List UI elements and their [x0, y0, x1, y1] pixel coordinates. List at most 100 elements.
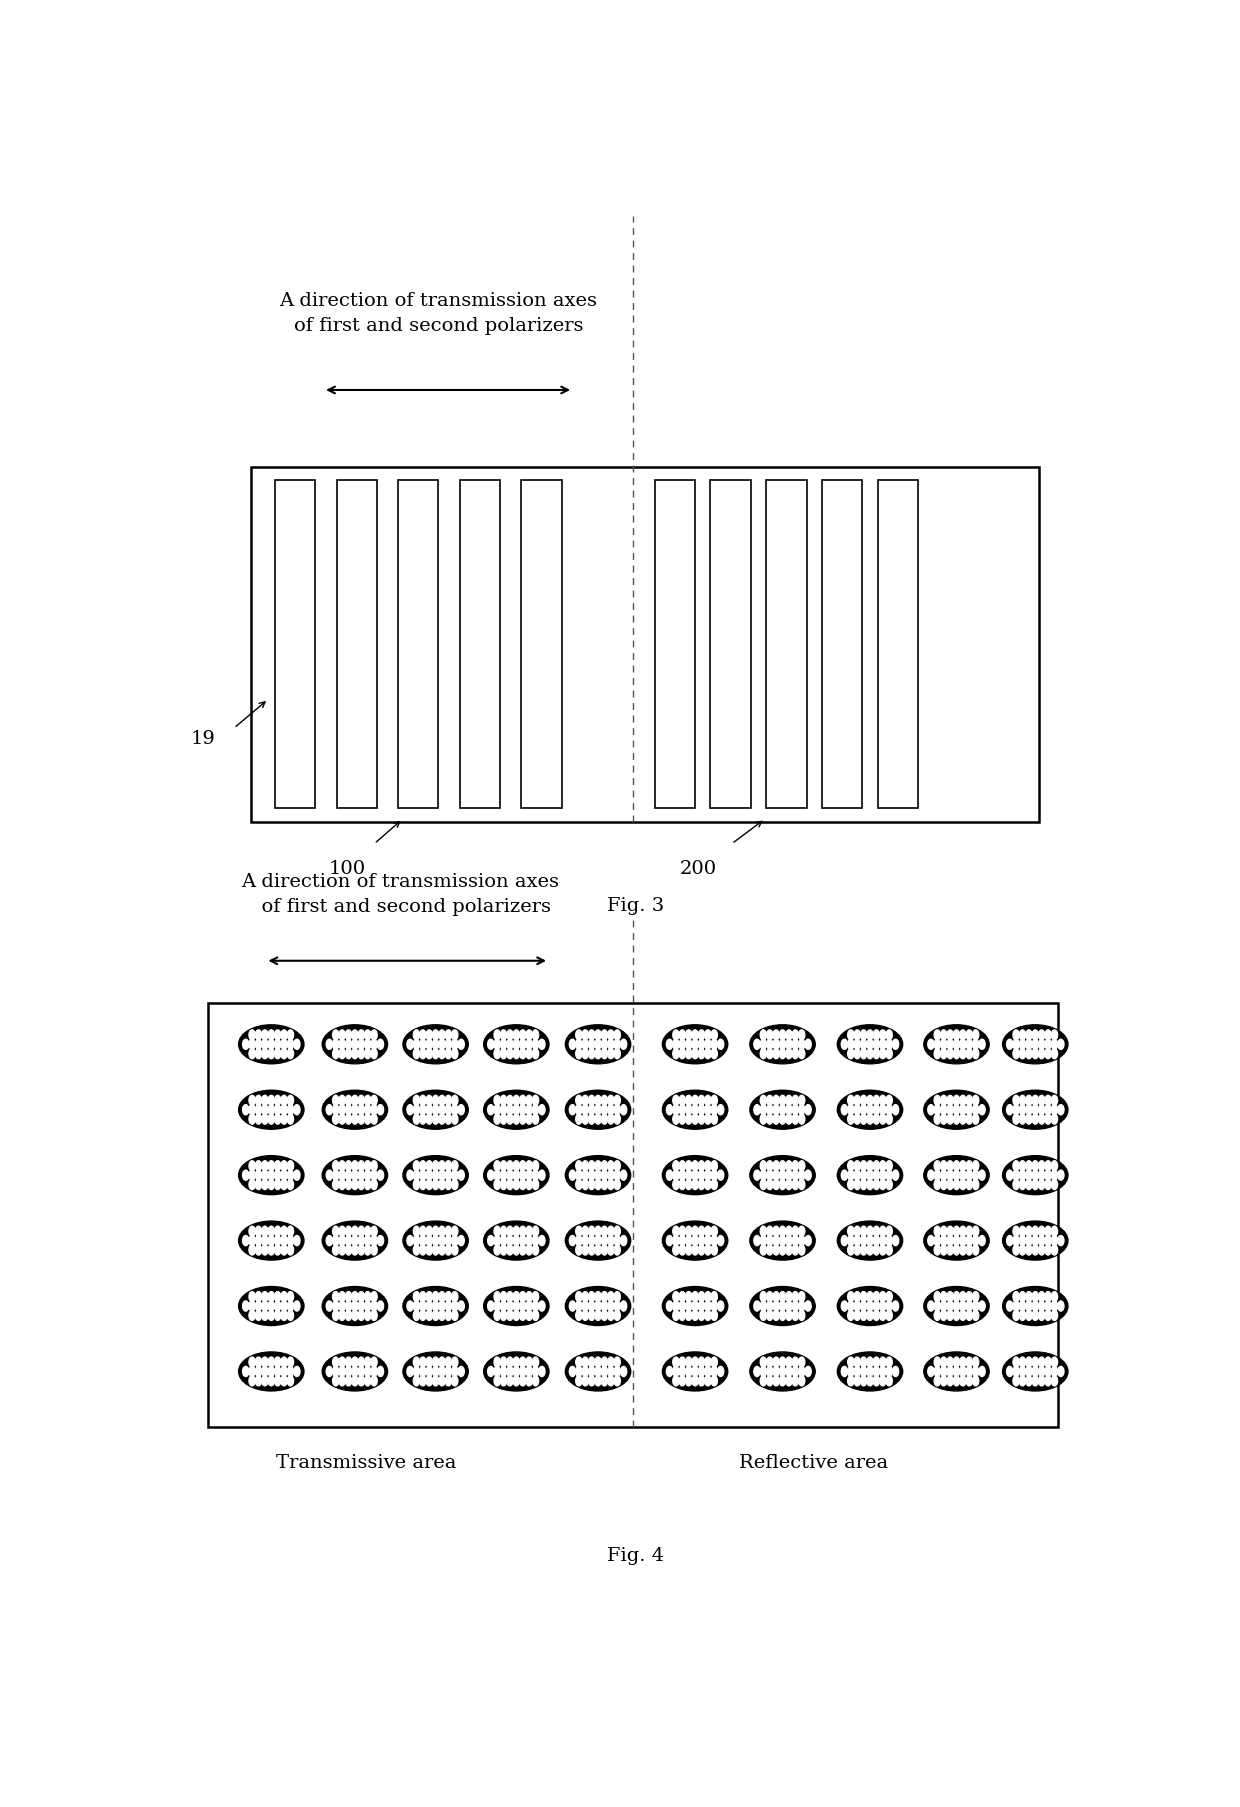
Ellipse shape [1019, 1095, 1025, 1106]
Ellipse shape [1052, 1292, 1058, 1303]
Ellipse shape [332, 1236, 339, 1247]
Ellipse shape [879, 1171, 885, 1180]
Ellipse shape [614, 1245, 620, 1256]
Ellipse shape [371, 1245, 377, 1256]
Ellipse shape [326, 1301, 332, 1312]
Ellipse shape [1058, 1171, 1064, 1180]
Ellipse shape [268, 1030, 274, 1041]
Ellipse shape [614, 1039, 620, 1050]
Ellipse shape [439, 1366, 445, 1377]
Ellipse shape [960, 1171, 966, 1180]
Ellipse shape [371, 1095, 377, 1106]
Ellipse shape [451, 1227, 458, 1236]
Ellipse shape [365, 1310, 371, 1321]
Ellipse shape [439, 1171, 445, 1180]
Ellipse shape [507, 1375, 513, 1386]
Ellipse shape [1025, 1162, 1032, 1171]
Ellipse shape [1013, 1245, 1019, 1256]
Ellipse shape [339, 1236, 345, 1247]
Ellipse shape [451, 1366, 458, 1377]
Ellipse shape [960, 1050, 966, 1059]
Ellipse shape [867, 1245, 873, 1256]
Ellipse shape [614, 1375, 620, 1386]
Text: Fig. 4: Fig. 4 [606, 1547, 665, 1565]
Ellipse shape [766, 1310, 773, 1321]
Ellipse shape [332, 1050, 339, 1059]
Ellipse shape [799, 1357, 805, 1368]
Ellipse shape [507, 1357, 513, 1368]
Ellipse shape [262, 1301, 268, 1312]
Ellipse shape [249, 1180, 255, 1191]
Ellipse shape [680, 1357, 686, 1368]
Ellipse shape [352, 1171, 358, 1180]
Ellipse shape [582, 1095, 588, 1106]
Ellipse shape [1058, 1236, 1064, 1247]
Ellipse shape [520, 1171, 526, 1180]
Ellipse shape [274, 1292, 280, 1303]
Ellipse shape [1025, 1357, 1032, 1368]
Ellipse shape [960, 1357, 966, 1368]
Ellipse shape [288, 1115, 294, 1124]
Ellipse shape [1039, 1039, 1045, 1050]
Ellipse shape [848, 1050, 854, 1059]
Ellipse shape [873, 1375, 879, 1386]
Ellipse shape [371, 1292, 377, 1303]
Ellipse shape [249, 1030, 255, 1041]
Ellipse shape [711, 1292, 718, 1303]
Ellipse shape [960, 1301, 966, 1312]
Ellipse shape [595, 1095, 601, 1106]
Ellipse shape [526, 1236, 532, 1247]
Ellipse shape [371, 1236, 377, 1247]
Ellipse shape [582, 1301, 588, 1312]
Ellipse shape [805, 1301, 811, 1312]
Ellipse shape [1013, 1292, 1019, 1303]
Ellipse shape [268, 1106, 274, 1115]
Ellipse shape [439, 1310, 445, 1321]
Ellipse shape [698, 1162, 704, 1171]
Ellipse shape [1003, 1091, 1068, 1129]
Ellipse shape [601, 1039, 608, 1050]
Ellipse shape [255, 1115, 262, 1124]
Ellipse shape [954, 1039, 960, 1050]
Ellipse shape [601, 1375, 608, 1386]
Ellipse shape [773, 1301, 779, 1312]
Ellipse shape [766, 1245, 773, 1256]
Ellipse shape [1032, 1236, 1038, 1247]
Ellipse shape [371, 1115, 377, 1124]
Ellipse shape [255, 1236, 262, 1247]
Ellipse shape [873, 1301, 879, 1312]
Ellipse shape [487, 1366, 494, 1377]
Ellipse shape [601, 1245, 608, 1256]
Ellipse shape [451, 1115, 458, 1124]
Ellipse shape [352, 1115, 358, 1124]
Ellipse shape [1052, 1227, 1058, 1236]
Ellipse shape [413, 1095, 419, 1106]
Ellipse shape [249, 1162, 255, 1171]
Ellipse shape [686, 1310, 692, 1321]
Ellipse shape [403, 1156, 469, 1194]
Ellipse shape [841, 1039, 848, 1050]
Ellipse shape [1019, 1106, 1025, 1115]
Ellipse shape [419, 1039, 427, 1050]
Ellipse shape [947, 1292, 954, 1303]
Ellipse shape [255, 1171, 262, 1180]
Ellipse shape [837, 1091, 903, 1129]
Ellipse shape [861, 1106, 867, 1115]
Ellipse shape [507, 1366, 513, 1377]
Ellipse shape [704, 1366, 711, 1377]
Ellipse shape [445, 1030, 451, 1041]
Ellipse shape [288, 1292, 294, 1303]
Ellipse shape [288, 1301, 294, 1312]
Ellipse shape [403, 1091, 469, 1129]
Ellipse shape [595, 1245, 601, 1256]
Ellipse shape [249, 1115, 255, 1124]
Ellipse shape [484, 1091, 549, 1129]
Ellipse shape [451, 1245, 458, 1256]
Ellipse shape [1019, 1030, 1025, 1041]
Ellipse shape [698, 1095, 704, 1106]
Ellipse shape [972, 1357, 978, 1368]
Ellipse shape [978, 1301, 985, 1312]
Ellipse shape [582, 1171, 588, 1180]
Ellipse shape [589, 1310, 595, 1321]
Ellipse shape [1019, 1171, 1025, 1180]
